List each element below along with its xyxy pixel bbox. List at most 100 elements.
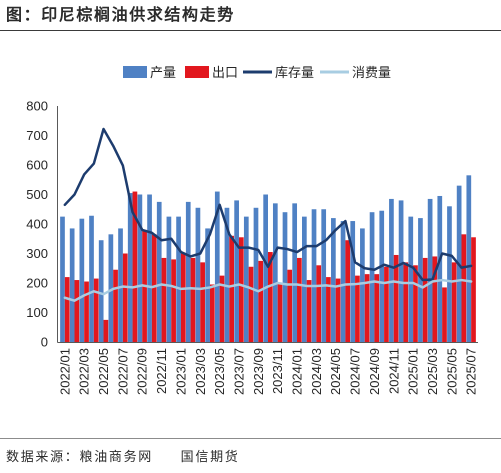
production-bar — [166, 216, 172, 343]
stock-line — [63, 127, 473, 282]
y-tick-label: 400 — [26, 217, 48, 232]
production-bar — [302, 216, 307, 343]
y-tick-label: 800 — [26, 99, 48, 114]
production-bar — [137, 194, 143, 342]
x-tick-label: 2022/07 — [115, 348, 130, 395]
export-bar — [93, 278, 99, 342]
x-axis-ticks: 2022/01 2022/03 2022/05 2022/07 2022/09 2022/… — [57, 348, 478, 395]
x-tick-label: 2025/05 — [444, 348, 459, 395]
production-bar — [60, 216, 65, 343]
x-tick-label: 2023/09 — [251, 348, 266, 395]
production-bar — [379, 210, 385, 342]
x-tick-label: 2022/05 — [96, 348, 111, 395]
export-bar — [238, 237, 244, 342]
export-bar — [345, 240, 351, 342]
export-bar — [171, 259, 176, 342]
production-bar — [418, 218, 423, 342]
production-bar — [340, 221, 346, 342]
export-bar — [84, 281, 89, 342]
export-bar — [180, 253, 186, 342]
y-tick-label: 300 — [26, 246, 48, 261]
x-tick-label: 2022/11 — [154, 348, 169, 394]
x-tick-label: 2022/01 — [57, 348, 72, 395]
production-bar — [350, 221, 356, 342]
production-bar — [369, 212, 375, 342]
export-bar — [113, 269, 118, 342]
legend-label-consumption: 消费量 — [352, 65, 391, 80]
production-bar — [272, 203, 278, 342]
production-bar — [253, 207, 259, 342]
production-bar — [408, 216, 414, 343]
export-bar — [326, 277, 331, 342]
production-bar — [292, 203, 298, 342]
legend-swatch-production — [123, 66, 147, 78]
production-bar — [234, 200, 239, 342]
production-bar — [311, 209, 317, 342]
export-bar — [190, 257, 196, 342]
export-bar — [297, 257, 302, 342]
export-bar — [74, 280, 80, 342]
x-tick-label: 2025/03 — [425, 348, 440, 395]
export-bar — [209, 284, 215, 342]
export-bar — [103, 319, 109, 343]
production-bar — [176, 216, 181, 343]
data-source-note: 数据来源：粮油商务网 国信期货 — [6, 450, 240, 465]
series-lines — [63, 127, 473, 302]
y-tick-label: 500 — [26, 187, 48, 202]
production-bar — [118, 228, 123, 342]
legend: 产量 出口 库存量 消费量 — [123, 65, 391, 80]
export-bar — [306, 280, 312, 342]
production-bar — [108, 234, 114, 342]
x-tick-label: 2024/09 — [367, 348, 382, 395]
production-bar — [437, 195, 443, 342]
x-tick-label: 2024/11 — [386, 348, 401, 394]
production-bar — [156, 201, 162, 343]
figure-title: 图：印尼棕榈油供求结构走势 — [6, 5, 235, 24]
footer-divider — [0, 438, 501, 439]
production-bar — [79, 218, 85, 342]
legend-item-stock: 库存量 — [243, 65, 314, 80]
legend-label-production: 产量 — [150, 65, 176, 80]
export-bar — [471, 237, 476, 342]
export-bar — [161, 257, 167, 342]
x-tick-label: 2023/03 — [193, 348, 208, 395]
x-tick-label: 2024/03 — [309, 348, 324, 395]
export-bar — [151, 234, 157, 342]
title-divider — [0, 30, 501, 31]
export-bar — [132, 191, 138, 342]
production-bar — [69, 228, 75, 342]
production-bar — [321, 209, 327, 342]
x-tick-label: 2025/07 — [464, 348, 479, 395]
consumption-line — [63, 278, 473, 302]
x-tick-label: 2024/05 — [328, 348, 343, 395]
export-bar — [248, 266, 254, 342]
production-bar — [127, 193, 133, 342]
export-bar — [200, 262, 205, 342]
export-bar — [64, 277, 70, 342]
export-bar — [335, 278, 341, 342]
x-tick-label: 2022/09 — [135, 348, 150, 395]
production-bar — [195, 207, 201, 342]
x-tick-label: 2024/07 — [348, 348, 363, 395]
export-bar — [287, 269, 293, 342]
production-bar — [398, 200, 404, 342]
legend-swatch-export — [185, 66, 209, 78]
x-tick-label: 2023/11 — [270, 348, 285, 394]
production-bar — [98, 240, 104, 342]
export-bar — [451, 262, 457, 342]
production-bar — [360, 228, 365, 342]
production-bar — [331, 218, 336, 342]
production-bar — [224, 207, 230, 342]
production-bar — [447, 206, 452, 342]
x-tick-label: 2023/05 — [212, 348, 227, 395]
production-bar — [263, 194, 268, 342]
export-bar — [432, 256, 438, 342]
export-bar — [374, 274, 380, 342]
export-bar — [122, 253, 128, 342]
production-bar — [185, 201, 191, 343]
production-bar — [205, 228, 210, 342]
x-tick-label: 2025/01 — [406, 348, 421, 395]
export-bar — [461, 234, 467, 342]
y-tick-label: 0 — [41, 335, 48, 350]
